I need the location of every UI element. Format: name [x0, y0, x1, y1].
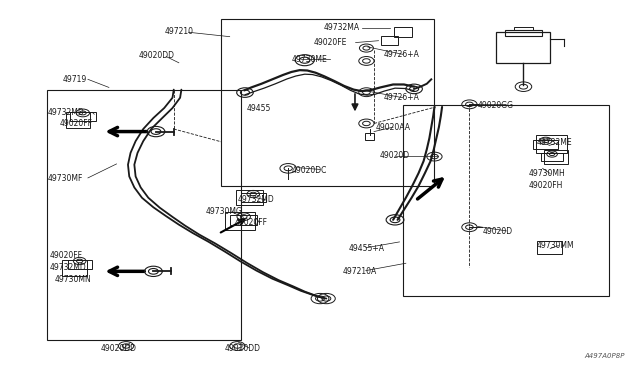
Text: 49020DC: 49020DC	[291, 166, 327, 175]
Text: 49020DD: 49020DD	[100, 344, 136, 353]
Bar	[538, 241, 562, 254]
Bar	[533, 140, 559, 148]
Bar	[47, 90, 241, 340]
Text: 49730MF: 49730MF	[48, 174, 83, 183]
Text: 49020D: 49020D	[482, 227, 512, 236]
Bar	[225, 212, 255, 230]
Bar	[403, 105, 609, 296]
Bar	[381, 36, 397, 45]
Text: 49020DD: 49020DD	[225, 344, 260, 353]
Text: 49726+A: 49726+A	[383, 93, 419, 102]
Bar	[504, 30, 542, 36]
Text: 49020FF: 49020FF	[234, 218, 267, 227]
Text: 49020FF: 49020FF	[60, 119, 92, 128]
Bar	[394, 28, 412, 37]
Text: A497A0P8P: A497A0P8P	[585, 353, 625, 359]
Text: 49020DD: 49020DD	[139, 51, 175, 60]
Text: 49730MH: 49730MH	[529, 169, 565, 178]
Bar	[241, 193, 266, 202]
Bar	[70, 112, 95, 121]
Bar	[63, 260, 86, 276]
Text: 49730ME: 49730ME	[292, 55, 328, 64]
Text: 497210: 497210	[164, 27, 193, 36]
Text: 49020AA: 49020AA	[376, 123, 411, 132]
Text: 49020GG: 49020GG	[477, 100, 514, 110]
Text: 49020FE: 49020FE	[314, 38, 347, 47]
Text: 49726+A: 49726+A	[383, 50, 419, 59]
Bar	[66, 112, 90, 128]
Text: 49730MN: 49730MN	[54, 275, 91, 284]
Text: 497210A: 497210A	[342, 267, 376, 276]
Text: 49732MA: 49732MA	[323, 23, 359, 32]
Text: 49020D: 49020D	[379, 151, 409, 160]
Text: 49732MD: 49732MD	[237, 195, 274, 205]
Bar	[497, 32, 550, 63]
Bar	[68, 260, 92, 269]
Text: 49730MM: 49730MM	[536, 241, 574, 250]
Text: 49020FF: 49020FF	[50, 251, 83, 260]
Text: 49719: 49719	[63, 75, 87, 84]
Bar	[514, 27, 533, 31]
Bar	[365, 134, 374, 140]
Text: 49455: 49455	[247, 104, 271, 113]
Text: 49455+A: 49455+A	[349, 244, 385, 253]
Text: 49732MD: 49732MD	[50, 263, 86, 272]
Text: 49732MD: 49732MD	[48, 108, 84, 117]
Text: 49732ME: 49732ME	[536, 138, 572, 147]
Bar	[221, 19, 435, 186]
Bar	[236, 190, 263, 205]
Bar	[230, 215, 257, 225]
Bar	[541, 153, 563, 161]
Bar	[544, 150, 568, 164]
Bar	[536, 135, 566, 153]
Text: 49730MG: 49730MG	[205, 207, 243, 216]
Text: 49020FH: 49020FH	[529, 181, 563, 190]
